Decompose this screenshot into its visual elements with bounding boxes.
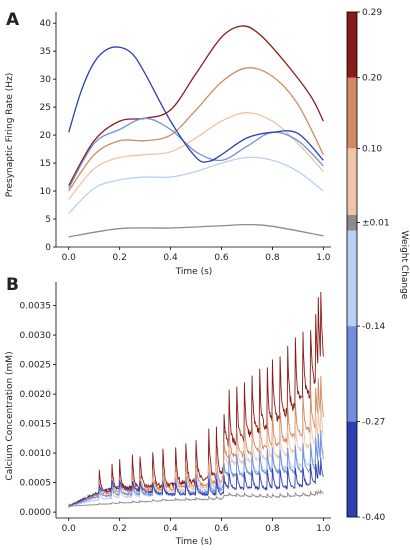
panel-b-axes: 0.0 0.2 0.4 0.6 0.8 1.0 0.0000 0.0005 0.0010 0.00… xyxy=(20,282,331,534)
colorbar-tick-label: 0.10 xyxy=(362,144,382,154)
panel-b-y-tick-label: 0.0030 xyxy=(20,331,52,341)
colorbar-segment xyxy=(347,215,357,231)
panel-b-x-tick-label: 0.6 xyxy=(214,524,229,534)
colorbar-tick-label: -0.40 xyxy=(362,513,386,523)
colorbar-frame xyxy=(346,11,358,518)
panel-a-series-line xyxy=(68,25,324,186)
panel-a-y-tick-label: 40 xyxy=(40,19,52,29)
panel-a-series-line xyxy=(68,156,324,214)
panel-a-y-tick-label: 20 xyxy=(40,131,52,141)
panel-a-y-axis-label: Presynaptic Firing Rate (Hz) xyxy=(5,73,15,198)
panel-a-y-tick-label: 10 xyxy=(40,187,52,197)
colorbar-segments xyxy=(347,12,357,517)
colorbar-title: Weight Change xyxy=(399,231,409,300)
panel-b-series-line xyxy=(68,489,324,507)
colorbar-segment xyxy=(347,230,357,327)
panel-b-x-tick-label: 0.2 xyxy=(112,524,126,534)
panel-b-y-tick-label: 0.0020 xyxy=(20,390,52,400)
panel-a-x-tick-label: 0.0 xyxy=(62,253,77,263)
panel-a-axes: 0.0 0.2 0.4 0.6 0.8 1.0 0 5 10 15 20 25 30 35 40 xyxy=(40,12,331,263)
panel-b-x-tick-label: 0.8 xyxy=(265,524,280,534)
panel-b-series-line xyxy=(68,430,324,508)
panel-letter-a: A xyxy=(6,10,20,30)
colorbar-segment xyxy=(347,421,357,517)
colorbar-segment xyxy=(347,77,357,149)
panel-b-x-tick-label: 1.0 xyxy=(316,524,331,534)
colorbar-tick-label: -0.14 xyxy=(362,322,386,332)
colorbar-ticks: 0.29 0.20 0.10 ±0.01 -0.14 -0.27 -0.40 xyxy=(357,8,390,523)
panel-b-y-tick-label: 0.0010 xyxy=(20,449,52,459)
colorbar-tick-label: ±0.01 xyxy=(362,219,390,229)
panel-b-lines xyxy=(68,291,324,508)
panel-a-series-line xyxy=(68,223,324,238)
panel-b-y-tick-label: 0.0025 xyxy=(20,361,52,371)
colorbar: 0.29 0.20 0.10 ±0.01 -0.14 -0.27 -0.40 Weight … xyxy=(346,8,409,523)
colorbar-tick-label: -0.27 xyxy=(362,418,385,428)
panel-b-x-tick-label: 0.0 xyxy=(62,524,77,534)
panel-b-y-tick-label: 0.0015 xyxy=(20,420,52,430)
panel-a-x-tick-label: 0.2 xyxy=(112,253,126,263)
colorbar-tick-label: 0.20 xyxy=(362,74,382,84)
panel-b-series-line xyxy=(68,457,324,507)
panel-a-series-line xyxy=(68,112,324,200)
colorbar-tick-label: 0.29 xyxy=(362,8,382,18)
panel-a-x-tick-label: 0.4 xyxy=(163,253,178,263)
panel-b-x-axis-label: Time (s) xyxy=(175,537,213,547)
panel-letter-b: B xyxy=(6,275,19,295)
chart-panel-a: Presynaptic Firing Rate (Hz) Time (s) 0.… xyxy=(5,12,331,277)
panel-a-y-tick-label: 15 xyxy=(40,159,51,169)
panel-b-series-line xyxy=(68,405,324,507)
panel-a-series-line xyxy=(68,117,324,189)
colorbar-segment xyxy=(347,148,357,216)
panel-b-series-line xyxy=(68,376,324,507)
panel-b-y-axis-label: Calcium Concentration (mM) xyxy=(5,351,15,480)
panel-a-y-tick-label: 5 xyxy=(45,215,51,225)
colorbar-segment xyxy=(347,326,357,422)
panel-a-x-tick-label: 0.6 xyxy=(214,253,229,263)
panel-a-series-line xyxy=(68,67,324,192)
chart-panel-b: Calcium Concentration (mM) Time (s) 0.0 0… xyxy=(5,282,331,547)
panel-a-series-line xyxy=(68,46,324,163)
panel-b-y-tick-label: 0.0005 xyxy=(20,479,52,489)
panel-b-x-tick-label: 0.4 xyxy=(163,524,178,534)
panel-a-lines xyxy=(68,25,324,238)
panel-a-y-tick-label: 25 xyxy=(40,103,51,113)
panel-b-y-tick-label: 0.0035 xyxy=(20,302,52,312)
panel-a-x-tick-label: 1.0 xyxy=(316,253,331,263)
panel-a-y-tick-label: 30 xyxy=(40,75,52,85)
panel-a-x-axis-label: Time (s) xyxy=(175,267,213,277)
panel-a-x-tick-label: 0.8 xyxy=(265,253,280,263)
panel-a-y-tick-label: 35 xyxy=(40,47,51,57)
panel-b-y-tick-label: 0.0000 xyxy=(20,508,52,518)
colorbar-segment xyxy=(347,12,357,78)
panel-a-y-tick-label: 0 xyxy=(45,243,51,253)
